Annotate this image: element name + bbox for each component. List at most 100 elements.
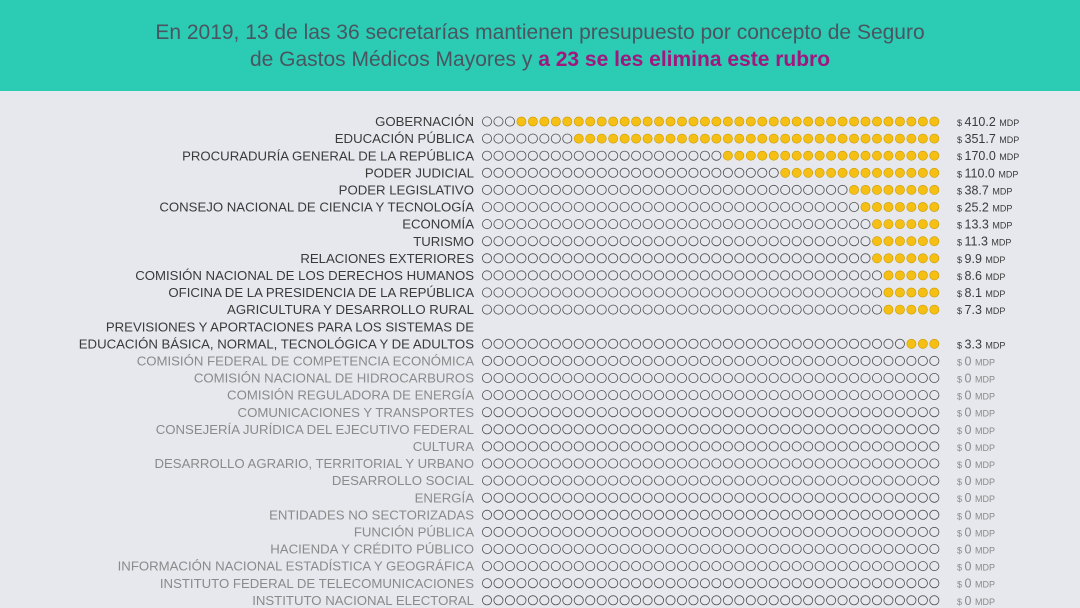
dot-empty xyxy=(539,578,550,589)
dot-empty xyxy=(791,543,802,554)
dot-empty xyxy=(585,355,596,366)
dot-empty xyxy=(596,167,607,178)
dot-empty xyxy=(860,543,871,554)
dot-empty xyxy=(619,167,630,178)
dot-empty xyxy=(654,150,665,161)
dot-empty xyxy=(654,390,665,401)
dot-empty xyxy=(481,475,492,486)
dot-filled xyxy=(883,253,894,264)
dot-empty xyxy=(516,133,527,144)
dot-filled xyxy=(860,116,871,127)
dot-empty xyxy=(585,407,596,418)
value-unit: MDP xyxy=(991,238,1011,248)
dot-empty xyxy=(814,304,825,315)
dot-empty xyxy=(791,561,802,572)
dot-empty xyxy=(539,561,550,572)
dot-filled xyxy=(906,236,917,247)
dot-empty xyxy=(757,372,768,383)
dot-empty xyxy=(814,372,825,383)
dot-empty xyxy=(631,355,642,366)
dot-filled xyxy=(516,116,527,127)
dot-empty xyxy=(493,133,504,144)
dot-empty xyxy=(734,424,745,435)
value-unit: MDP xyxy=(992,204,1012,214)
dot-filled xyxy=(654,133,664,144)
dot-empty xyxy=(596,236,607,247)
dot-filled xyxy=(895,167,905,178)
dot-empty xyxy=(642,509,653,520)
dot-empty xyxy=(539,150,550,161)
dot-empty xyxy=(814,287,825,298)
dot-empty xyxy=(562,526,573,537)
dot-empty xyxy=(906,424,917,435)
dot-empty xyxy=(699,561,710,572)
dot-empty xyxy=(929,578,940,589)
dot-empty xyxy=(871,526,882,537)
dot-empty xyxy=(849,458,860,469)
dot-empty xyxy=(688,543,699,554)
dot-empty xyxy=(642,167,653,178)
dot-empty xyxy=(504,475,515,486)
dot-empty xyxy=(711,595,722,606)
dot-empty xyxy=(722,492,733,503)
dot-filled xyxy=(860,167,871,178)
dot-empty xyxy=(722,561,733,572)
dot-empty xyxy=(516,561,527,572)
dot-empty xyxy=(493,509,504,520)
dot-filled xyxy=(539,116,550,127)
dot-empty xyxy=(768,219,779,230)
dot-empty xyxy=(504,253,515,264)
dot-empty xyxy=(768,253,779,264)
dot-filled xyxy=(814,116,825,127)
dot-empty xyxy=(871,372,882,383)
dot-empty xyxy=(481,509,492,520)
dot-empty xyxy=(676,475,687,486)
dot-empty xyxy=(688,167,699,178)
dot-filled xyxy=(906,202,917,212)
dot-empty xyxy=(768,509,779,520)
dot-empty xyxy=(642,595,653,606)
dot-empty xyxy=(631,150,642,161)
dot-empty xyxy=(493,150,504,161)
dot-empty xyxy=(573,270,584,281)
dot-empty xyxy=(665,407,676,418)
dot-empty xyxy=(642,543,653,554)
row-label: INSTITUTO NACIONAL ELECTORAL xyxy=(252,593,474,608)
dot-empty xyxy=(826,202,837,213)
dot-empty xyxy=(608,270,619,281)
dot-empty xyxy=(791,236,802,247)
dot-empty xyxy=(619,304,630,315)
row-label: HACIENDA Y CRÉDITO PÚBLICO xyxy=(270,542,474,557)
dot-empty xyxy=(585,458,596,469)
dot-filled xyxy=(906,185,917,195)
dot-empty xyxy=(642,304,653,315)
dot-empty xyxy=(665,595,676,606)
dot-empty xyxy=(917,407,928,418)
dot-empty xyxy=(516,390,527,401)
dot-filled xyxy=(906,270,917,281)
dot-empty xyxy=(814,236,825,247)
dot-empty xyxy=(711,475,722,486)
dot-empty xyxy=(493,184,504,195)
dot-empty xyxy=(826,492,837,503)
dot-empty xyxy=(814,458,825,469)
value-number: 0 xyxy=(965,354,975,368)
dot-empty xyxy=(596,270,607,281)
dot-empty xyxy=(791,287,802,298)
dot-filled xyxy=(837,133,848,144)
dot-empty xyxy=(906,475,917,486)
dot-empty xyxy=(516,526,527,537)
dot-empty xyxy=(849,202,860,213)
row-value: $ 25.2 MDP xyxy=(957,201,1012,215)
dot-filled xyxy=(677,133,687,144)
dot-empty xyxy=(699,407,710,418)
value-unit: MDP xyxy=(985,272,1005,282)
dot-empty xyxy=(837,338,848,349)
value-unit: MDP xyxy=(975,494,995,504)
dot-empty xyxy=(608,509,619,520)
dot-empty xyxy=(676,202,687,213)
dot-empty xyxy=(665,543,676,554)
dot-empty xyxy=(803,390,814,401)
dot-empty xyxy=(699,167,710,178)
dot-empty xyxy=(883,355,894,366)
